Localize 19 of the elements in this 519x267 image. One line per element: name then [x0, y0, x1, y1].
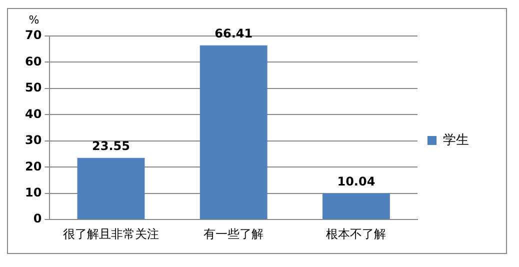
data-label: 10.04	[337, 174, 376, 188]
x-tick-label: 有一些了解	[204, 226, 264, 241]
bar	[200, 45, 268, 220]
data-label: 66.41	[214, 26, 253, 41]
y-tick-label: 0	[33, 212, 42, 226]
bar	[322, 193, 390, 220]
data-label: 23.55	[92, 138, 130, 153]
y-axis-title: %	[28, 13, 40, 26]
y-tick-label: 20	[24, 159, 42, 174]
x-tick-label: 根本不了解	[326, 226, 386, 241]
y-tick-label: 60	[24, 54, 42, 68]
legend-label: 学生	[443, 132, 469, 148]
y-tick-label: 10	[24, 185, 42, 200]
y-tick-label: 40	[24, 106, 42, 121]
x-tick-label: 很了解且非常关注	[63, 226, 159, 241]
bar	[77, 158, 145, 220]
y-tick-label: 70	[24, 28, 42, 42]
y-tick-label: 30	[24, 133, 42, 148]
y-tick-label: 50	[24, 80, 42, 95]
